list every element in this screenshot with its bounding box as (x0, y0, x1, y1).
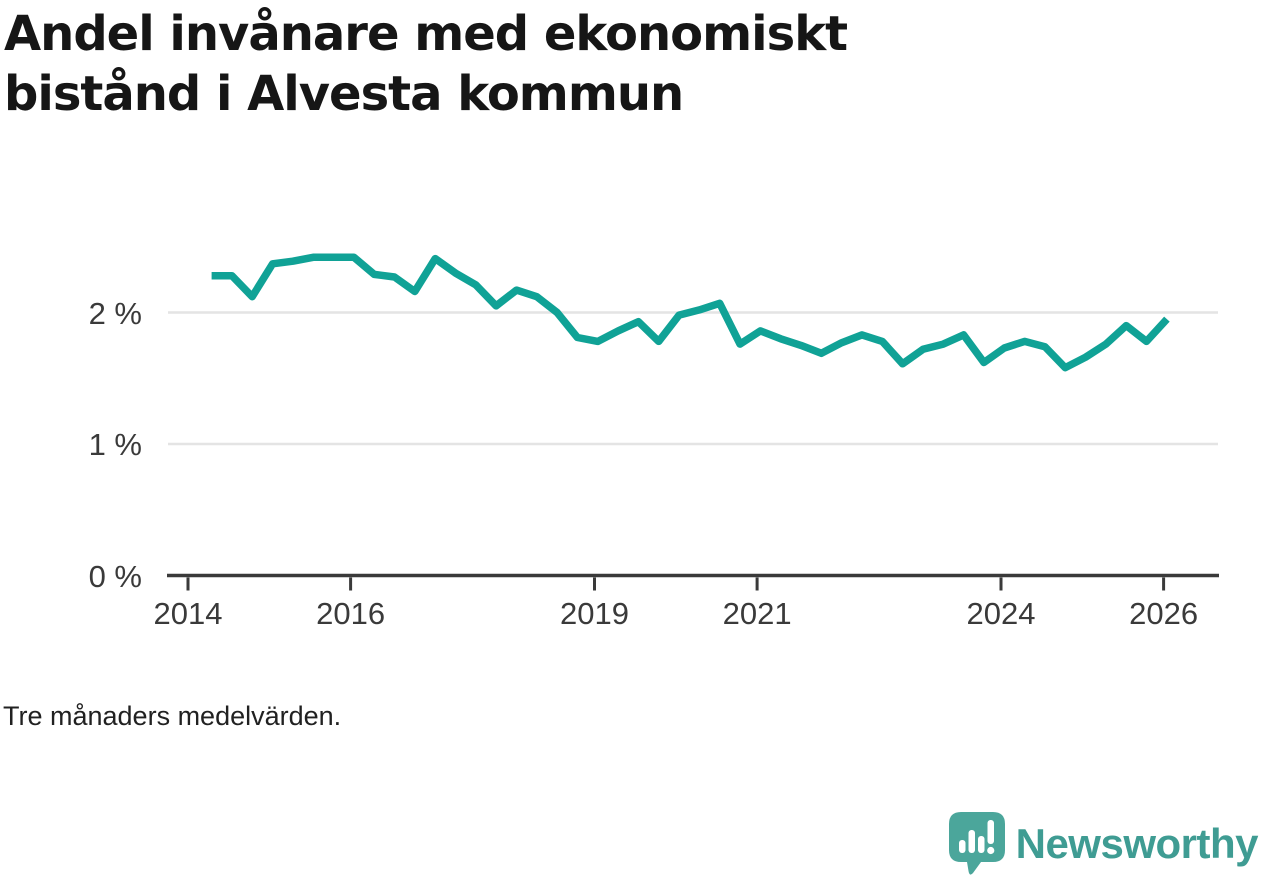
y-axis-label-0-percent: 0 % (88, 558, 142, 594)
x-axis-label-2021: 2021 (722, 596, 792, 631)
x-axis-label-2014: 2014 (153, 596, 223, 631)
newsworthy-logo: Newsworthy (948, 810, 1259, 878)
chart-title: Andel invånare med ekonomiskt bistånd i … (4, 4, 1154, 124)
y-axis-label-1-percent: 1 % (88, 427, 142, 462)
y-axis-label-2-percent: 2 % (88, 295, 142, 331)
chart-title-line-1: Andel invånare med ekonomiskt (4, 6, 848, 62)
newsworthy-logo-text: Newsworthy (1015, 820, 1259, 867)
x-axis-label-2024: 2024 (966, 596, 1036, 631)
x-axis-label-2019: 2019 (560, 596, 629, 631)
chart-footnote: Tre månaders medelvärden. (3, 701, 342, 731)
chart-title-line-2: bistånd i Alvesta kommun (4, 66, 684, 122)
newsworthy-speech-bubble-bar-chart-icon (948, 812, 1005, 875)
x-axis-label-2026: 2026 (1129, 596, 1199, 631)
x-axis-label-2016: 2016 (316, 596, 386, 631)
chart-canvas (167, 253, 1219, 591)
data-line-share-of-residents (211, 253, 1170, 372)
